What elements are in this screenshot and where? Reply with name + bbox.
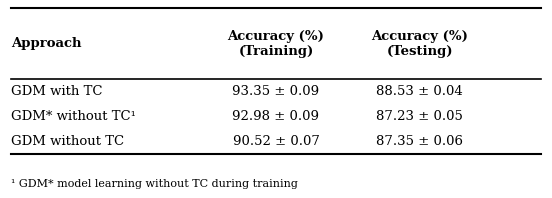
Text: Approach: Approach bbox=[11, 37, 82, 50]
Text: 87.35 ± 0.06: 87.35 ± 0.06 bbox=[376, 135, 463, 148]
Text: 87.23 ± 0.05: 87.23 ± 0.05 bbox=[376, 110, 463, 123]
Text: GDM with TC: GDM with TC bbox=[11, 85, 103, 98]
Text: ¹ GDM* model learning without TC during training: ¹ GDM* model learning without TC during … bbox=[11, 179, 298, 189]
Text: GDM* without TC¹: GDM* without TC¹ bbox=[11, 110, 136, 123]
Text: 93.35 ± 0.09: 93.35 ± 0.09 bbox=[232, 85, 320, 98]
Text: 92.98 ± 0.09: 92.98 ± 0.09 bbox=[232, 110, 320, 123]
Text: Accuracy (%)
(Testing): Accuracy (%) (Testing) bbox=[371, 30, 468, 58]
Text: Accuracy (%)
(Training): Accuracy (%) (Training) bbox=[227, 30, 325, 58]
Text: 90.52 ± 0.07: 90.52 ± 0.07 bbox=[232, 135, 320, 148]
Text: 88.53 ± 0.04: 88.53 ± 0.04 bbox=[376, 85, 463, 98]
Text: GDM without TC: GDM without TC bbox=[11, 135, 124, 148]
